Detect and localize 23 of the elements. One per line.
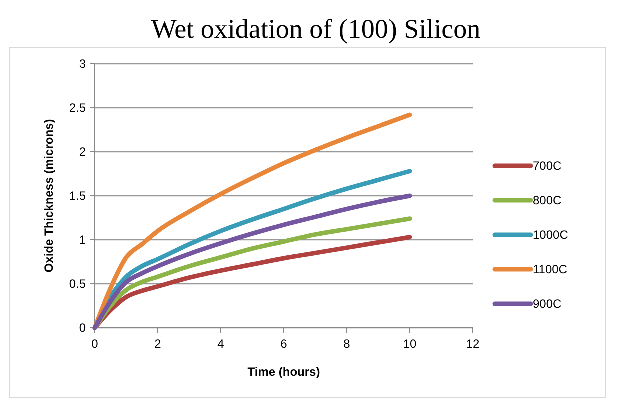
- line-series: [92, 194, 412, 330]
- legend-label: 1100C: [533, 262, 568, 277]
- y-axis-title: Oxide Thickness (microns): [42, 119, 56, 273]
- y-tick-label: 2: [79, 145, 86, 160]
- y-tick-label: 0.5: [69, 277, 86, 292]
- y-tick-label: 1: [79, 233, 86, 248]
- legend-label: 900C: [533, 297, 562, 312]
- legend-label: 1000C: [533, 228, 569, 242]
- legend-label: 800C: [533, 194, 562, 208]
- x-tick-label: 10: [403, 337, 417, 351]
- x-tick-label: 2: [154, 337, 162, 351]
- x-tick-label: 4: [218, 337, 225, 351]
- y-tick-label: 2.5: [69, 101, 86, 116]
- x-tick-label: 6: [280, 337, 288, 351]
- y-tick-label: 0: [79, 321, 86, 336]
- x-tick-label: 8: [344, 337, 351, 351]
- chart-title: Wet oxidation of (100) Silicon: [151, 14, 482, 44]
- x-tick-label: 0: [92, 337, 99, 351]
- legend-label: 700C: [533, 159, 562, 174]
- y-tick-label: 1.5: [69, 189, 86, 204]
- x-tick-label: 12: [466, 337, 480, 351]
- y-tick-label: 3: [79, 57, 86, 72]
- x-axis-title: Time (hours): [248, 365, 320, 379]
